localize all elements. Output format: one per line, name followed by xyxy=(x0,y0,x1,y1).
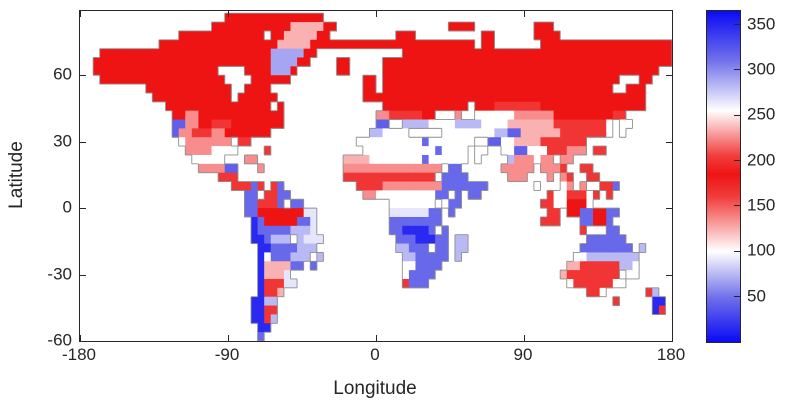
colorbar-tick xyxy=(734,250,740,252)
world-map-canvas xyxy=(80,11,672,341)
colorbar-tick xyxy=(734,114,740,116)
x-tick-label: 90 xyxy=(513,345,533,364)
colorbar-tick xyxy=(734,24,740,26)
colorbar-tick-label: 50 xyxy=(747,286,766,306)
colorbar-tick xyxy=(734,160,740,162)
colorbar-tick-label: 300 xyxy=(747,59,776,79)
x-tick-label: -180 xyxy=(61,345,97,364)
x-tick-label: -90 xyxy=(214,345,240,364)
y-tick-label: -60 xyxy=(47,330,72,350)
colorbar-tick xyxy=(734,69,740,71)
colorbar-tick xyxy=(734,296,740,298)
colorbar xyxy=(706,10,741,343)
colorbar-tick-label: 250 xyxy=(747,104,776,124)
x-tick-label: 180 xyxy=(656,345,686,364)
colorbar-tick-label: 150 xyxy=(747,195,776,215)
x-tick-label: 0 xyxy=(370,345,380,364)
y-tick-label: 0 xyxy=(62,197,72,217)
colorbar-tick-label: 100 xyxy=(747,240,776,260)
y-tick-label: -30 xyxy=(47,264,72,284)
plot-area xyxy=(79,10,673,342)
colorbar-tick-label: 200 xyxy=(747,150,776,170)
colorbar-tick-label: 350 xyxy=(747,14,776,34)
y-tick-label: 30 xyxy=(53,131,72,151)
colorbar-tick xyxy=(734,205,740,207)
x-axis-label: Longitude xyxy=(333,378,417,399)
y-tick-label: 60 xyxy=(53,64,72,84)
y-axis-label: Latitude xyxy=(6,141,27,209)
